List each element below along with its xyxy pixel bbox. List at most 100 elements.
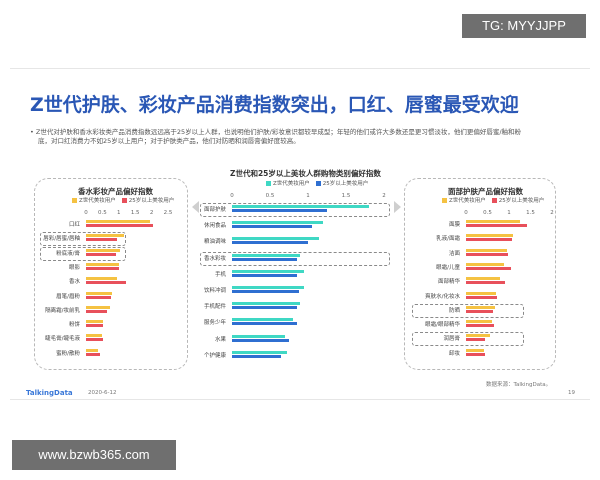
arrow-left-icon [192,201,199,213]
category-label: 休闲食品 [203,223,226,230]
category-label: 防晒 [448,307,460,314]
chart-legend: Z世代美妆用户 25岁以上美妆用户 [442,196,544,204]
bar [86,324,104,328]
bar [86,338,104,342]
url-watermark: www.bzwb365.com [12,440,176,470]
bar [466,252,509,256]
bar [466,277,501,281]
description: • Z世代对护肤和香水彩妆类产品消费指数远远高于25岁以上人群，也说明他们护肤/… [30,128,570,146]
bar [232,354,282,358]
bar [86,305,110,309]
bar [466,338,486,342]
bar [232,257,297,261]
bar [466,305,496,309]
bar [232,253,301,257]
slide [10,68,590,400]
arrow-right-icon [394,201,401,213]
bar [466,262,504,266]
bar [232,286,305,289]
category-label: 口红 [68,222,80,228]
axis-tick-label: 2 [550,210,554,216]
bar [232,209,327,212]
category-label: 眼霜/儿童 [436,264,460,271]
category-label: 服务少年 [203,320,226,327]
legend-swatch [72,198,77,203]
legend-swatch [315,181,321,186]
legend-item: 25岁以上美妆用户 [491,196,545,204]
category-label: 隔离霜/妆前乳 [45,307,80,314]
category-label: 粮油调味 [203,239,226,246]
bar [86,352,100,356]
chart-legend: Z世代美妆用户 25岁以上美妆用户 [266,179,368,187]
highlight-box [412,332,524,347]
axis-tick-label: 0 [464,210,468,216]
chart-title: 香水彩妆产品偏好指数 [78,187,153,196]
bar [466,291,497,295]
chart-title: 面部护肤产品偏好指数 [448,187,523,196]
highlight-box [40,246,126,261]
legend-item: Z世代美妆用户 [442,196,486,204]
page-title: Z世代护肤、彩妆产品消费指数突出，口红、唇蜜最受欢迎 [30,94,519,116]
legend-item: Z世代美妆用户 [266,179,310,187]
legend-item: 25岁以上美妆用户 [121,196,175,204]
bar [86,262,119,266]
bar [466,248,507,252]
right-panel [404,178,556,370]
bar [232,237,320,241]
category-label: 润唇膏 [443,336,460,343]
bar [232,269,305,273]
bar [466,224,528,227]
bar [466,320,492,324]
bar [232,241,308,245]
bar [86,291,112,295]
bar [232,302,301,306]
legend-swatch [491,198,497,203]
bar [466,266,512,270]
bar [232,273,297,277]
legend-label: 25岁以上美妆用户 [498,198,545,204]
chart-legend: Z世代美妆用户 25岁以上美妆用户 [72,196,174,204]
highlight-box [200,251,390,266]
category-label: 唇彩/唇蜜/唇釉 [43,236,80,243]
legend-label: 25岁以上美妆用户 [128,198,175,204]
bar [466,238,513,242]
axis-tick-label: 0 [230,193,234,199]
category-label: 香水 [68,279,80,286]
bar [232,205,369,208]
category-label: 粉饼 [68,322,80,329]
axis-tick-label: 2 [382,193,386,199]
axis-tick-label: 0 [84,210,88,216]
bar [466,324,494,328]
axis-tick-label: 0.5 [483,210,492,216]
axis-tick-label: 2.5 [163,210,173,216]
bar [466,348,485,352]
category-label: 面部护肤 [203,207,226,213]
footer-page-number: 19 [568,390,575,396]
legend-item: Z世代美妆用户 [72,196,116,204]
bar [466,281,505,285]
category-label: 面部精华 [437,279,460,286]
category-label: 洁面 [448,250,460,257]
bar [86,334,102,338]
bar [232,318,293,322]
legend-swatch [266,181,271,186]
category-label: 饮料冲调 [203,288,226,294]
category-label: 蜜粉/散粉 [56,350,80,357]
footer-source: 数据来源：TalkingData。 [486,382,552,388]
bar [466,334,490,338]
bar [232,334,286,338]
brand-logo: TalkingData [26,389,73,397]
tg-watermark: TG: MYYJJPP [462,14,586,38]
bar [86,281,127,285]
category-label: 面膜 [448,222,460,228]
legend-label: 25岁以上美妆用户 [322,181,369,187]
category-label: 乳液/面霜 [436,236,460,243]
category-label: 香水彩妆 [203,255,226,262]
legend-label: Z世代美妆用户 [449,198,486,204]
description-line-1: • Z世代对护肤和香水彩妆类产品消费指数远远高于25岁以上人群，也说明他们护肤/… [30,128,522,136]
bar [466,220,520,223]
highlight-box [200,203,390,217]
axis-tick-label: 1.5 [341,193,351,199]
bar [232,338,289,342]
bar [466,352,486,356]
